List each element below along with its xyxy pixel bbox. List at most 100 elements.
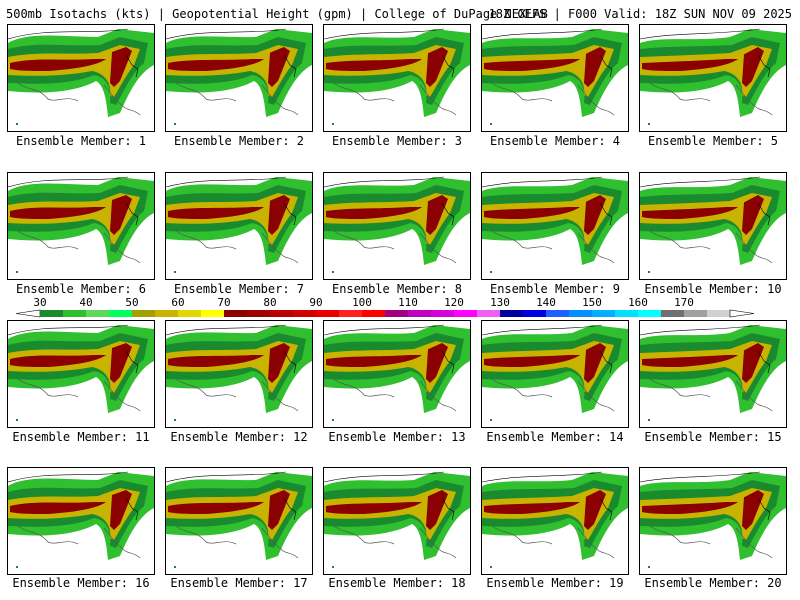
ensemble-member-label: Ensemble Member: 7 (173, 282, 305, 296)
ensemble-member-panel (481, 320, 629, 428)
ensemble-member-label: Ensemble Member: 16 (12, 576, 150, 590)
colorbar-tick-label: 130 (490, 296, 510, 309)
ensemble-member-label: Ensemble Member: 17 (170, 576, 308, 590)
isotach-map (482, 176, 628, 273)
ensemble-member-label: Ensemble Member: 20 (644, 576, 782, 590)
colorbar-segment (684, 310, 708, 317)
colorbar-segment (293, 310, 317, 317)
model-valid-time: 18Z GEFS | F000 Valid: 18Z SUN NOV 09 20… (488, 7, 792, 21)
ensemble-member-panel (165, 320, 313, 428)
colorbar-segment (592, 310, 616, 317)
ensemble-member-label: Ensemble Member: 3 (331, 134, 463, 148)
ensemble-member-panel (323, 172, 471, 280)
colorbar-segment (40, 310, 64, 317)
ensemble-member-label: Ensemble Member: 19 (486, 576, 624, 590)
ensemble-member-panel (165, 24, 313, 132)
colorbar-tick-label: 30 (33, 296, 47, 309)
colorbar-segment (316, 310, 340, 317)
colorbar-segment (638, 310, 662, 317)
isotach-map (640, 324, 786, 421)
ensemble-member-label: Ensemble Member: 14 (486, 430, 624, 444)
ensemble-member-label: Ensemble Member: 6 (15, 282, 147, 296)
colorbar-segment (408, 310, 432, 317)
colorbar-tick-label: 140 (536, 296, 556, 309)
colorbar-segment (431, 310, 455, 317)
ensemble-member-label: Ensemble Member: 8 (331, 282, 463, 296)
isotach-map (324, 28, 470, 125)
colorbar-segment (500, 310, 524, 317)
ensemble-member-label: Ensemble Member: 9 (489, 282, 621, 296)
colorbar-segment (661, 310, 685, 317)
colorbar-tick-label: 50 (125, 296, 139, 309)
colorbar-tick-label: 120 (444, 296, 464, 309)
ensemble-member-panel (481, 467, 629, 575)
colorbar-segment (132, 310, 156, 317)
ensemble-member-panel (165, 467, 313, 575)
colorbar-tick-label: 160 (628, 296, 648, 309)
ensemble-member-panel (639, 24, 787, 132)
ensemble-member-label: Ensemble Member: 15 (644, 430, 782, 444)
isotach-map (640, 176, 786, 273)
colorbar-tick-label: 40 (79, 296, 93, 309)
ensemble-member-panel (639, 320, 787, 428)
ensemble-member-label: Ensemble Member: 13 (328, 430, 466, 444)
isotach-map (8, 28, 154, 125)
ensemble-member-label: Ensemble Member: 5 (647, 134, 779, 148)
ensemble-member-label: Ensemble Member: 4 (489, 134, 621, 148)
colorbar-tick-label: 60 (171, 296, 185, 309)
isotach-map (640, 471, 786, 568)
isotach-map (640, 28, 786, 125)
ensemble-member-panel (7, 172, 155, 280)
colorbar-segment (201, 310, 225, 317)
colorbar-segment (362, 310, 386, 317)
colorbar-segment (707, 310, 731, 317)
isotach-map (482, 471, 628, 568)
colorbar-segment (546, 310, 570, 317)
colorbar-segment (454, 310, 478, 317)
colorbar-tick-label: 100 (352, 296, 372, 309)
ensemble-member-panel (323, 320, 471, 428)
ensemble-member-panel (323, 467, 471, 575)
ensemble-member-panel (481, 172, 629, 280)
wind-speed-colorbar (15, 309, 755, 318)
isotach-map (324, 471, 470, 568)
ensemble-member-label: Ensemble Member: 11 (12, 430, 150, 444)
colorbar-left-arrow (15, 309, 41, 318)
colorbar-segment (109, 310, 133, 317)
colorbar-segment (63, 310, 87, 317)
colorbar-tick-label: 90 (309, 296, 323, 309)
isotach-map (324, 324, 470, 421)
isotach-map (482, 28, 628, 125)
isotach-map (166, 176, 312, 273)
ensemble-member-panel (481, 24, 629, 132)
colorbar-segment (224, 310, 248, 317)
colorbar-segment (523, 310, 547, 317)
isotach-map (482, 324, 628, 421)
colorbar-segment (247, 310, 271, 317)
colorbar-segment (477, 310, 501, 317)
ensemble-member-panel (7, 24, 155, 132)
isotach-map (166, 471, 312, 568)
ensemble-member-panel (639, 172, 787, 280)
ensemble-member-label: Ensemble Member: 1 (15, 134, 147, 148)
colorbar-right-arrow (729, 309, 755, 318)
ensemble-member-panel (639, 467, 787, 575)
ensemble-member-panel (7, 320, 155, 428)
isotach-map (166, 28, 312, 125)
colorbar-segment (178, 310, 202, 317)
isotach-map (8, 471, 154, 568)
ensemble-member-panel (7, 467, 155, 575)
ensemble-member-label: Ensemble Member: 18 (328, 576, 466, 590)
colorbar-tick-label: 70 (217, 296, 231, 309)
colorbar-segment (569, 310, 593, 317)
colorbar-segment (270, 310, 294, 317)
colorbar-segment (339, 310, 363, 317)
isotach-map (8, 324, 154, 421)
colorbar-segment (615, 310, 639, 317)
colorbar-tick-label: 110 (398, 296, 418, 309)
chart-title: 500mb Isotachs (kts) | Geopotential Heig… (6, 7, 548, 21)
colorbar-segment (155, 310, 179, 317)
colorbar-tick-label: 80 (263, 296, 277, 309)
ensemble-member-panel (165, 172, 313, 280)
ensemble-member-label: Ensemble Member: 2 (173, 134, 305, 148)
